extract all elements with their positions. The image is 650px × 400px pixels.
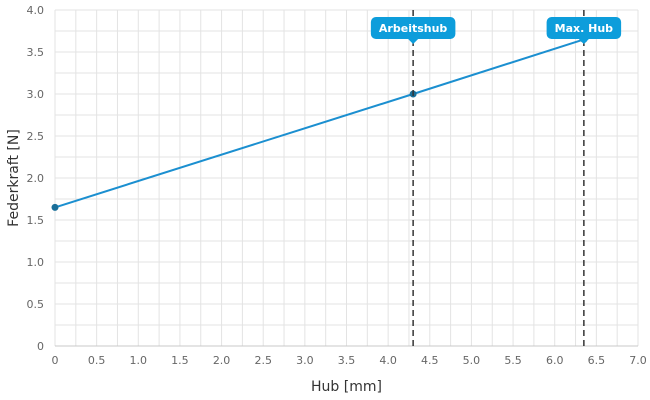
x-tick-label: 7.0 <box>629 354 647 367</box>
x-tick-label: 0.5 <box>88 354 106 367</box>
grid <box>54 9 639 347</box>
marker-callout-pointer <box>578 39 589 44</box>
x-tick-label: 1.5 <box>171 354 189 367</box>
x-tick-label: 2.5 <box>254 354 272 367</box>
y-tick-label: 2.0 <box>27 172 45 185</box>
y-tick-labels: 0 0.5 1.0 1.5 2.0 2.5 3.0 3.5 4.0 <box>27 4 45 353</box>
marker-callout-box <box>370 17 456 39</box>
y-tick-label: 1.5 <box>27 214 45 227</box>
y-tick-label: 3.0 <box>27 88 45 101</box>
series <box>51 35 588 211</box>
x-tick-label: 5.5 <box>504 354 522 367</box>
x-tick-label: 0 <box>52 354 59 367</box>
x-tick-label: 3.0 <box>296 354 314 367</box>
marker-callout-box <box>546 17 622 39</box>
y-tick-label: 2.5 <box>27 130 45 143</box>
y-tick-label: 1.0 <box>27 256 45 269</box>
x-tick-label: 6.5 <box>588 354 606 367</box>
y-tick-label: 3.5 <box>27 46 45 59</box>
x-tick-label: 3.5 <box>338 354 356 367</box>
x-tick-label: 6.0 <box>546 354 564 367</box>
x-tick-label: 1.0 <box>130 354 148 367</box>
series-line <box>54 38 585 209</box>
callouts: Arbeitshub Max. Hub <box>370 17 622 44</box>
marker-callout: Max. Hub <box>546 17 622 44</box>
x-tick-labels: 0 0.5 1.0 1.5 2.0 2.5 3.0 3.5 4.0 4.5 5.0 5.5 6.0 6.5… <box>52 354 647 367</box>
marker-callout-pointer <box>408 39 419 44</box>
y-tick-label: 0.5 <box>27 298 45 311</box>
marker-callout-label: Max. Hub <box>555 22 614 35</box>
data-point <box>51 203 59 211</box>
y-tick-label: 0 <box>37 340 44 353</box>
y-axis-title: Federkraft [N] <box>6 129 22 227</box>
x-tick-label: 4.0 <box>379 354 397 367</box>
x-tick-label: 5.0 <box>463 354 481 367</box>
marker-lines <box>412 10 585 346</box>
x-axis-title: Hub [mm] <box>311 379 382 395</box>
marker-callout-label: Arbeitshub <box>379 22 448 35</box>
y-tick-label: 4.0 <box>27 4 45 17</box>
marker-callout: Arbeitshub <box>370 17 456 44</box>
x-tick-label: 4.5 <box>421 354 439 367</box>
x-tick-label: 2.0 <box>213 354 231 367</box>
